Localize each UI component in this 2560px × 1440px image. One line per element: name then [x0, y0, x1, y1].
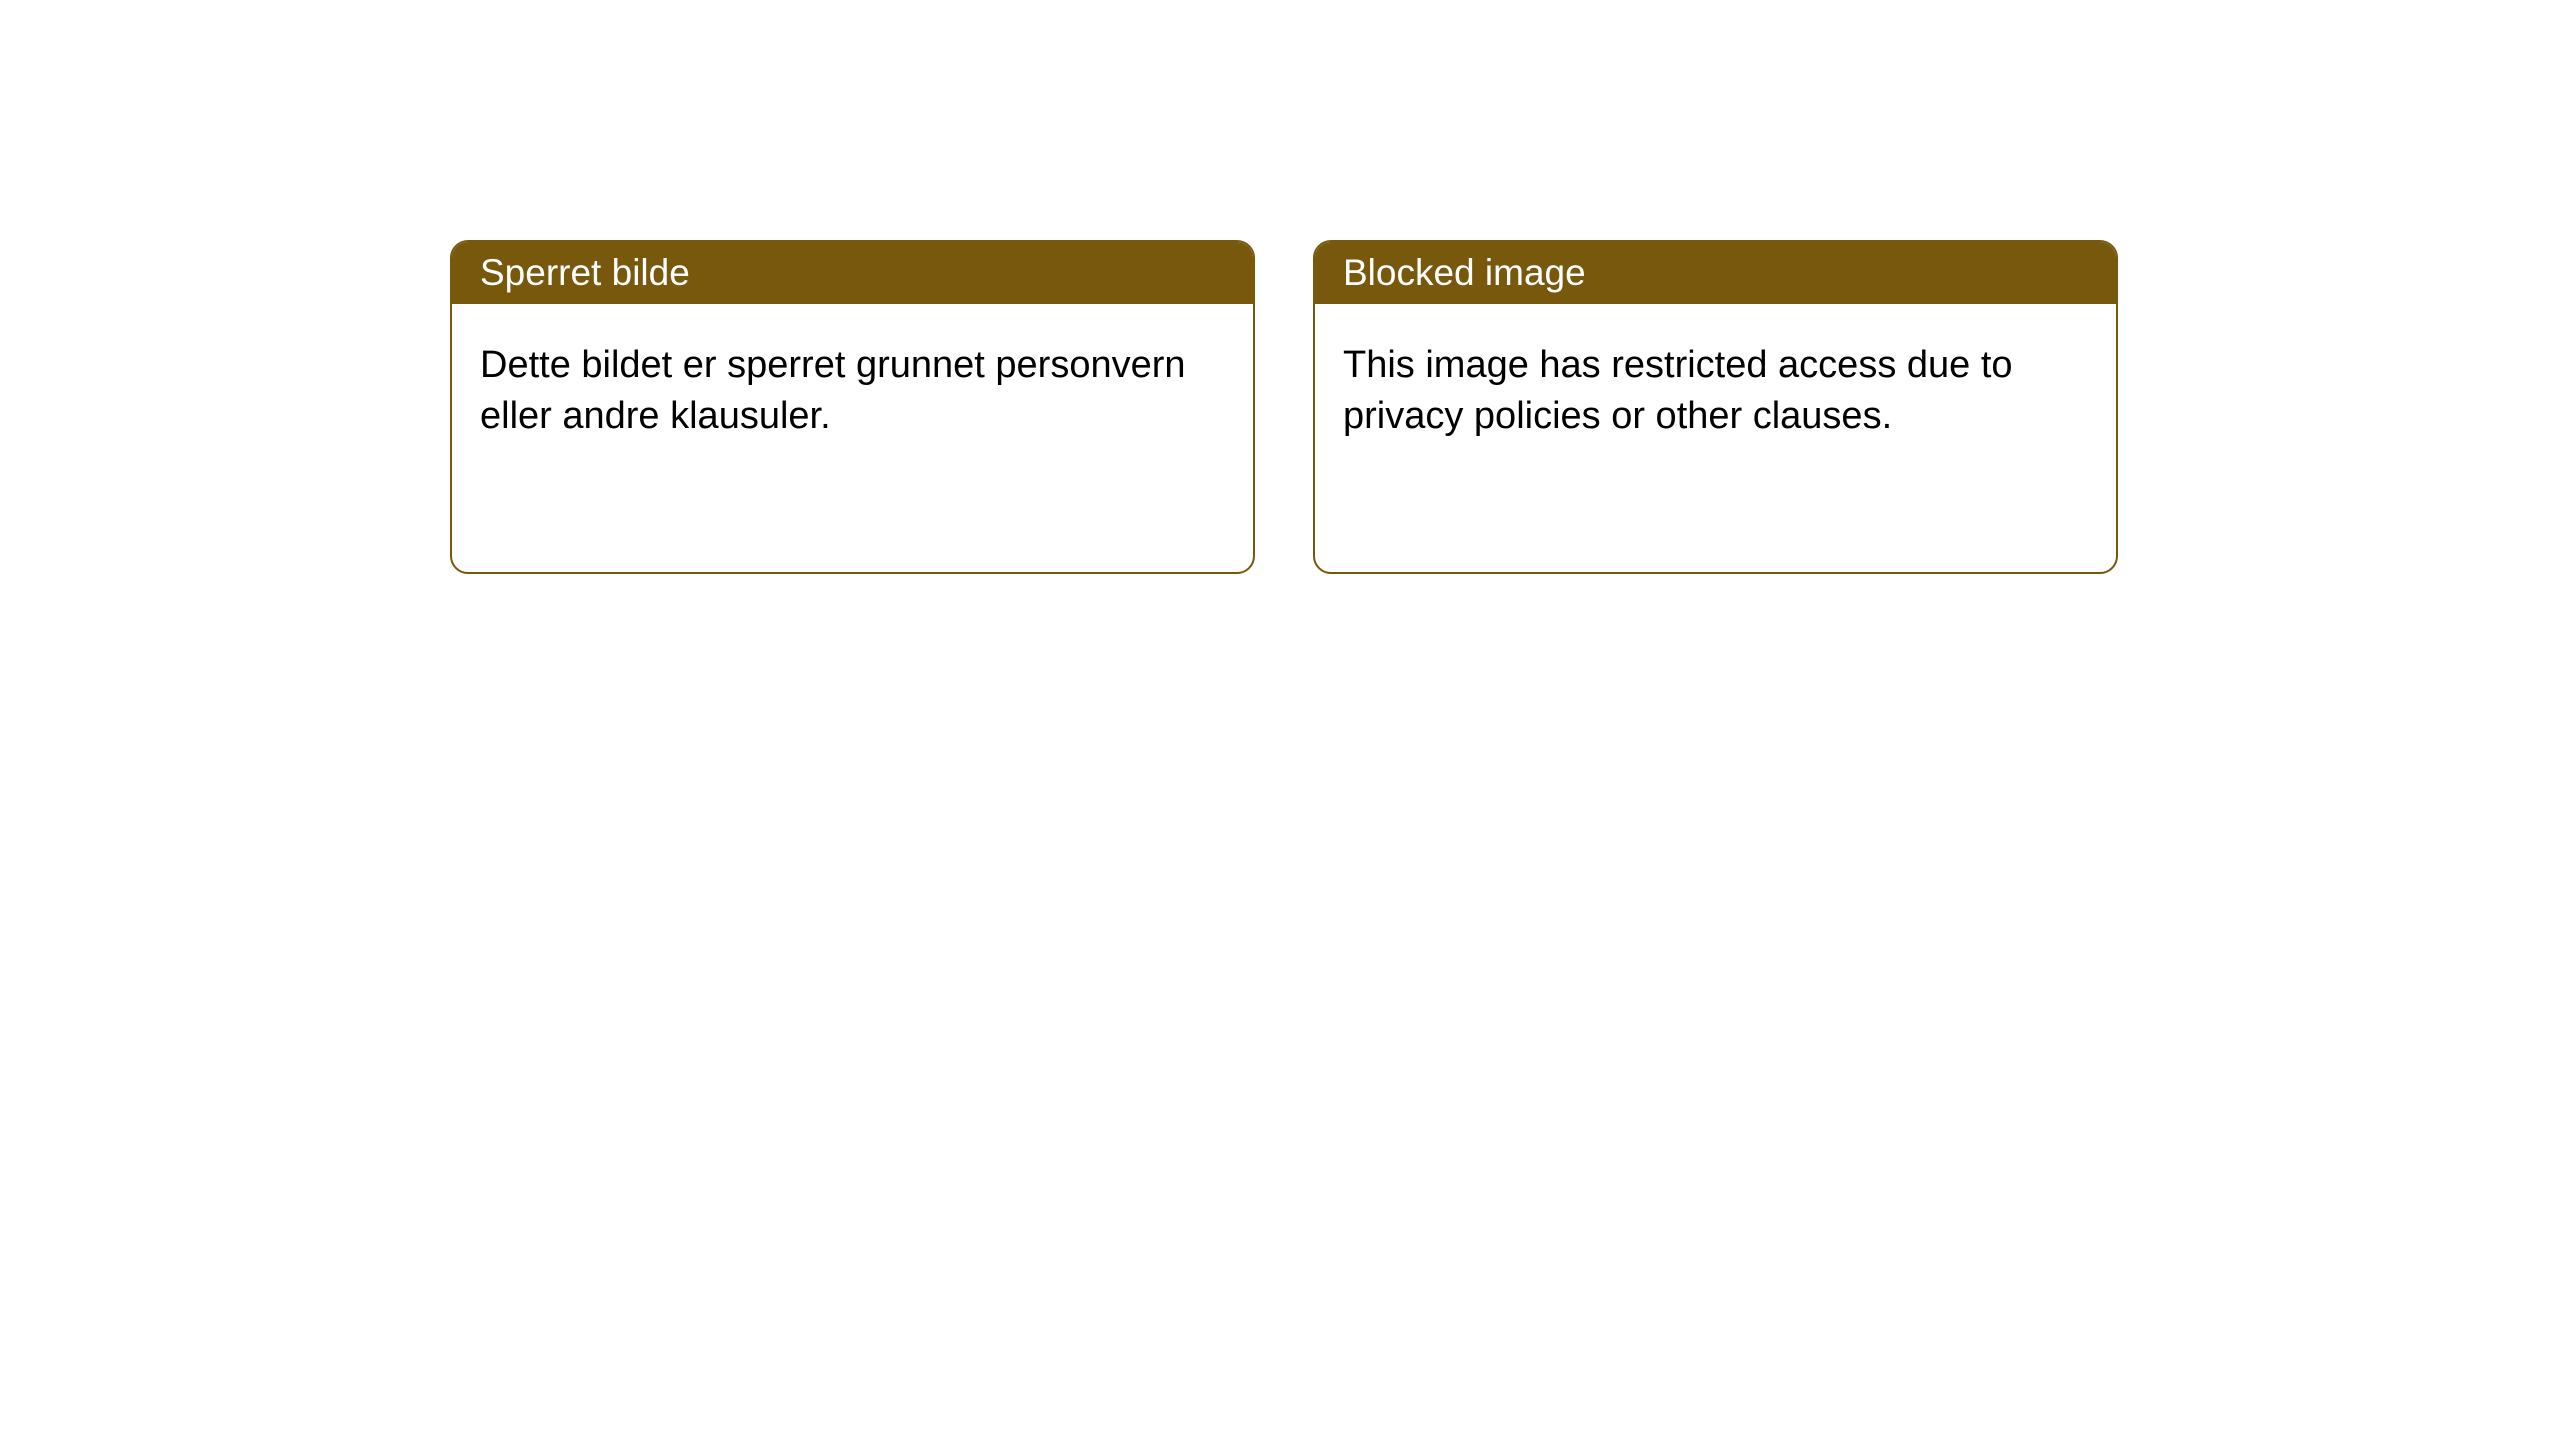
card-message: Dette bildet er sperret grunnet personve… [480, 344, 1186, 437]
blocked-image-card-en: Blocked image This image has restricted … [1313, 240, 2118, 574]
card-body: This image has restricted access due to … [1315, 304, 2116, 479]
card-title: Blocked image [1343, 252, 1586, 293]
card-message: This image has restricted access due to … [1343, 344, 2013, 437]
card-title: Sperret bilde [480, 252, 690, 293]
blocked-image-card-no: Sperret bilde Dette bildet er sperret gr… [450, 240, 1255, 574]
notice-cards-container: Sperret bilde Dette bildet er sperret gr… [0, 0, 2560, 574]
card-header: Sperret bilde [452, 242, 1253, 304]
card-header: Blocked image [1315, 242, 2116, 304]
card-body: Dette bildet er sperret grunnet personve… [452, 304, 1253, 479]
